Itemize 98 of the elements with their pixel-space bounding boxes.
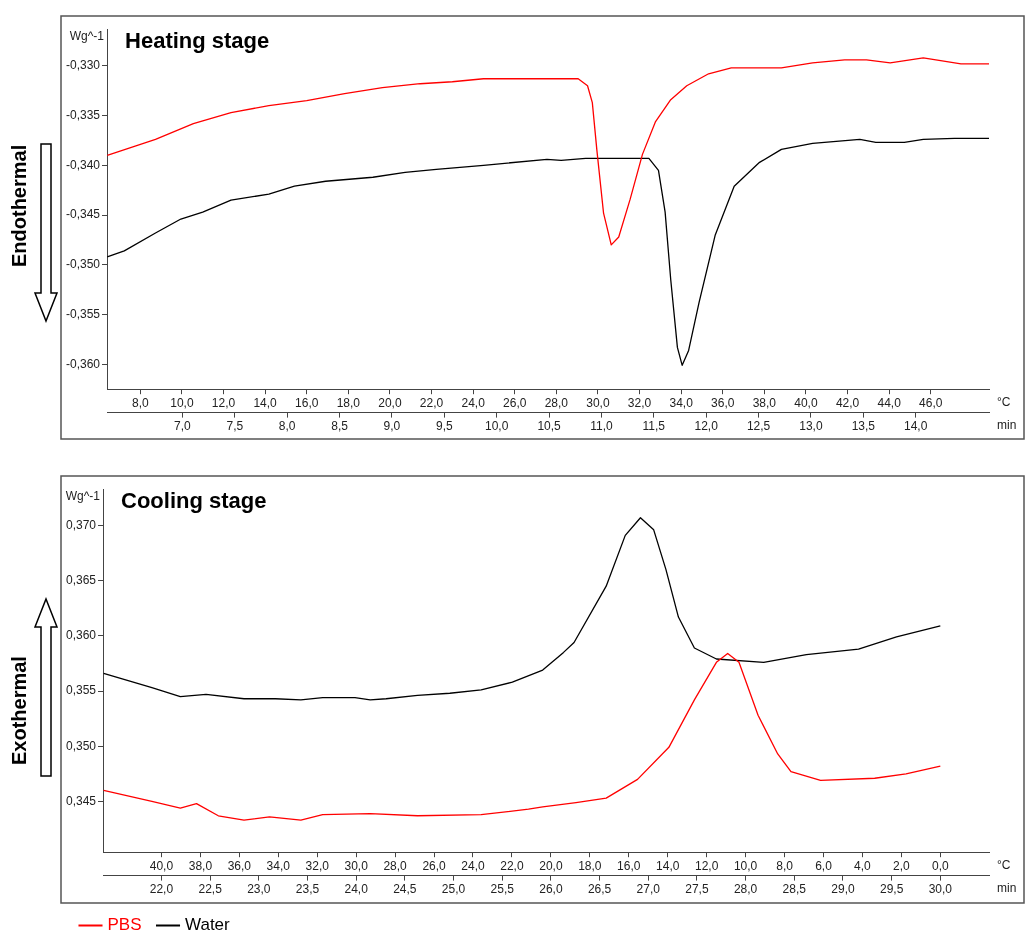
- x2-axis-title: min: [997, 417, 1017, 432]
- x2-tick-label: 12,5: [746, 419, 771, 434]
- x2-tick-label: 8,5: [331, 419, 349, 434]
- x2-tick-label: 26,0: [539, 882, 563, 897]
- x-tick-label: 42,0: [835, 395, 860, 410]
- y-tick-label: -0,340: [65, 157, 101, 172]
- x2-tick-label: 23,0: [247, 882, 271, 897]
- x-tick-label: 18,0: [578, 858, 602, 873]
- x2-tick-label: 28,5: [782, 882, 807, 897]
- x2-tick-label: 30,0: [928, 882, 953, 897]
- text: Exothermal: [8, 656, 31, 765]
- y-tick-label: 0,355: [66, 683, 97, 698]
- x-tick-label: 18,0: [336, 395, 361, 410]
- x2-tick-label: 14,0: [904, 419, 928, 434]
- x-tick-label: 40,0: [794, 395, 818, 410]
- y-tick-label: -0,330: [65, 58, 101, 73]
- x-tick-label: 16,0: [617, 858, 641, 873]
- x-tick-label: 0,0: [931, 858, 949, 873]
- x2-tick-label: 9,0: [383, 419, 401, 434]
- x2-tick-label: 29,0: [831, 882, 855, 897]
- x-tick-label: 14,0: [656, 858, 680, 873]
- x2-tick-label: 25,5: [490, 882, 515, 897]
- x2-tick-label: 13,5: [851, 419, 876, 434]
- x-tick-label: 22,0: [500, 858, 524, 873]
- x2-tick-label: 28,0: [733, 882, 758, 897]
- text: Endothermal: [8, 144, 31, 267]
- y-axis-title: Wg^-1: [65, 489, 101, 504]
- y-tick-label: -0,355: [65, 306, 101, 321]
- x-tick-label: 36,0: [711, 395, 735, 410]
- x-tick-label: 12,0: [694, 858, 719, 873]
- y-axis-title: Wg^-1: [69, 29, 105, 44]
- y-tick-label: -0,345: [65, 207, 101, 222]
- x2-tick-label: 9,5: [435, 419, 453, 434]
- x2-tick-label: 25,0: [441, 882, 466, 897]
- y-tick-label: 0,370: [66, 517, 97, 532]
- x-tick-label: 34,0: [669, 395, 694, 410]
- y-tick-label: -0,360: [65, 356, 101, 371]
- x-tick-label: 6,0: [815, 858, 833, 873]
- x-tick-label: 8,0: [776, 858, 794, 873]
- x2-tick-label: 24,0: [344, 882, 369, 897]
- x-tick-label: 12,0: [211, 395, 236, 410]
- y-tick-label: 0,345: [66, 793, 97, 808]
- x2-tick-label: 11,5: [642, 419, 666, 434]
- x-tick-label: 32,0: [305, 858, 330, 873]
- x2-tick-label: 10,5: [537, 419, 562, 434]
- x-tick-label: 32,0: [627, 395, 652, 410]
- x2-tick-label: 27,0: [636, 882, 661, 897]
- legend-label: PBS: [107, 915, 142, 935]
- x-tick-label: 34,0: [266, 858, 291, 873]
- x-tick-label: 22,0: [419, 395, 444, 410]
- x-tick-label: 14,0: [253, 395, 278, 410]
- x2-tick-label: 7,0: [174, 419, 192, 434]
- x-tick-label: 26,0: [503, 395, 527, 410]
- x2-axis-title: min: [997, 880, 1017, 895]
- x2-tick-label: 23,5: [295, 882, 320, 897]
- x-tick-label: 24,0: [461, 858, 485, 873]
- x-tick-label: 24,0: [461, 395, 486, 410]
- y-tick-label: -0,335: [65, 107, 101, 122]
- legend-label: Water: [185, 915, 231, 935]
- x-tick-label: 2,0: [893, 858, 911, 873]
- x-axis-title: °C: [997, 857, 1011, 872]
- x2-tick-label: 8,0: [278, 419, 296, 434]
- x-tick-label: 28,0: [383, 858, 408, 873]
- x-tick-label: 38,0: [188, 858, 213, 873]
- x-tick-label: 44,0: [877, 395, 902, 410]
- x-tick-label: 36,0: [227, 858, 252, 873]
- x2-tick-label: 12,0: [694, 419, 719, 434]
- y-tick-label: 0,365: [66, 572, 97, 587]
- y-tick-label: 0,360: [66, 628, 97, 643]
- x-tick-label: 10,0: [733, 858, 758, 873]
- x2-tick-label: 26,5: [587, 882, 612, 897]
- x-tick-label: 20,0: [378, 395, 402, 410]
- x-tick-label: 4,0: [854, 858, 872, 873]
- x-tick-label: 40,0: [149, 858, 174, 873]
- x-tick-label: 20,0: [539, 858, 563, 873]
- x-axis-title: °C: [997, 394, 1011, 409]
- x2-tick-label: 22,5: [198, 882, 223, 897]
- x-tick-label: 46,0: [919, 395, 943, 410]
- x-tick-label: 10,0: [170, 395, 194, 410]
- x-tick-label: 28,0: [544, 395, 569, 410]
- x-tick-label: 8,0: [131, 395, 149, 410]
- chart-title: Cooling stage: [121, 488, 267, 514]
- x2-tick-label: 7,5: [226, 419, 244, 434]
- x2-tick-label: 22,0: [149, 882, 174, 897]
- chart-title: Heating stage: [125, 28, 270, 54]
- x2-tick-label: 27,5: [685, 882, 709, 897]
- x-tick-label: 26,0: [422, 858, 447, 873]
- x2-tick-label: 10,0: [485, 419, 509, 434]
- x2-tick-label: 24,5: [393, 882, 417, 897]
- x-tick-label: 16,0: [295, 395, 319, 410]
- x2-tick-label: 13,0: [799, 419, 823, 434]
- y-tick-label: -0,350: [65, 257, 101, 272]
- x-tick-label: 38,0: [752, 395, 777, 410]
- x2-tick-label: 11,0: [590, 419, 613, 434]
- x-tick-label: 30,0: [344, 858, 369, 873]
- y-tick-label: 0,350: [66, 738, 97, 753]
- x2-tick-label: 29,5: [879, 882, 904, 897]
- x-tick-label: 30,0: [586, 395, 610, 410]
